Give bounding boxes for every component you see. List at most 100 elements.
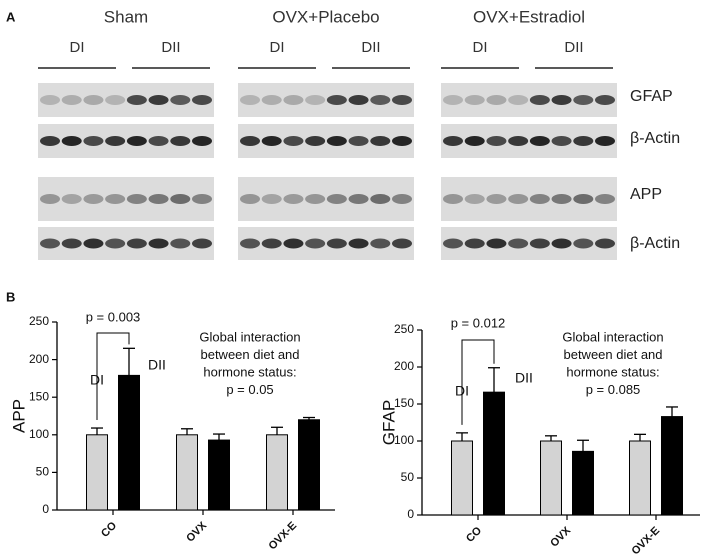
- blot-band: [105, 238, 126, 249]
- blot-band: [370, 194, 391, 204]
- y-tick-label: 0: [42, 502, 49, 516]
- blot-band: [392, 238, 412, 249]
- y-tick-label: 100: [29, 427, 49, 441]
- series-label: DII: [515, 370, 533, 386]
- blot-band: [105, 194, 126, 204]
- subgroup-label: DI: [473, 39, 488, 56]
- blot-band: [261, 238, 282, 249]
- blot-band: [240, 238, 260, 249]
- blot-band: [392, 136, 412, 146]
- blot-band: [83, 238, 104, 249]
- blot-band: [192, 238, 212, 249]
- blot-band: [529, 238, 550, 249]
- bar: [266, 434, 288, 511]
- subgroup-label: DI: [70, 39, 85, 56]
- annotation: p = 0.05: [226, 382, 273, 397]
- x-tick-label: CO: [99, 519, 119, 539]
- significance-bracket: [96, 332, 130, 421]
- row-label: APP: [630, 186, 662, 203]
- bar: [176, 434, 198, 511]
- blot-band: [126, 136, 147, 146]
- blot-band: [551, 95, 572, 105]
- y-axis-label: APP: [9, 399, 28, 433]
- blot-band: [348, 95, 369, 105]
- blot-band: [283, 95, 304, 105]
- blot-band: [61, 136, 82, 146]
- blot-band: [392, 194, 412, 204]
- blot-band: [370, 238, 391, 249]
- annotation: between diet and: [200, 347, 299, 362]
- blot-band: [240, 194, 260, 204]
- blot-band: [508, 194, 529, 204]
- blot-band: [170, 136, 191, 146]
- blot-band: [443, 95, 463, 105]
- blot-band: [508, 95, 529, 105]
- annotation: between diet and: [563, 347, 662, 362]
- y-tick-label: 50: [36, 465, 50, 479]
- blot-band: [305, 194, 326, 204]
- blot-band: [348, 136, 369, 146]
- blot-band: [486, 136, 507, 146]
- blot-band: [148, 95, 169, 105]
- series-label: DII: [148, 357, 166, 373]
- blot-band: [105, 95, 126, 105]
- blot-band: [573, 95, 594, 105]
- bar: [208, 439, 230, 511]
- blot-band: [551, 238, 572, 249]
- bar: [118, 374, 140, 511]
- blot-band: [283, 238, 304, 249]
- blot-band: [192, 95, 212, 105]
- blot-band: [326, 136, 347, 146]
- panel-label: B: [6, 289, 15, 304]
- bar: [451, 440, 473, 516]
- blot-band: [105, 136, 126, 146]
- bar: [629, 440, 651, 516]
- annotation: Global interaction: [562, 329, 663, 344]
- blot-band: [595, 95, 615, 105]
- blot-band: [573, 238, 594, 249]
- blot-band: [486, 95, 507, 105]
- blot-band: [283, 136, 304, 146]
- subgroup-label: DII: [361, 39, 380, 56]
- blot-band: [192, 194, 212, 204]
- blot-band: [370, 136, 391, 146]
- blot-band: [529, 136, 550, 146]
- blot-band: [261, 194, 282, 204]
- y-tick-label: 200: [29, 352, 49, 366]
- bar: [483, 391, 505, 516]
- bar: [572, 450, 594, 516]
- blot-band: [443, 238, 463, 249]
- x-tick-label: OVX-E: [266, 520, 299, 553]
- blot-band: [61, 238, 82, 249]
- blot-band: [261, 95, 282, 105]
- x-tick-label: CO: [464, 524, 484, 544]
- blot-band: [170, 238, 191, 249]
- y-tick-label: 0: [407, 507, 414, 521]
- blot-band: [40, 136, 60, 146]
- blot-band: [486, 194, 507, 204]
- panel-label: A: [6, 9, 16, 24]
- x-tick-label: OVX: [184, 519, 209, 544]
- row-label: GFAP: [630, 88, 673, 105]
- blot-band: [305, 136, 326, 146]
- blot-panel: Sham DI DII OVX+Placebo DI DII OVX+Estradiol DI…: [38, 7, 680, 260]
- blot-band: [148, 136, 169, 146]
- group-label: OVX+Estradiol: [473, 7, 585, 26]
- blot-band: [326, 238, 347, 249]
- blot-band: [464, 194, 485, 204]
- blot-band: [595, 136, 615, 146]
- blot-band: [573, 136, 594, 146]
- blot-band: [595, 238, 615, 249]
- group-label: OVX+Placebo: [272, 7, 379, 26]
- bar: [86, 434, 108, 511]
- blot-band: [148, 238, 169, 249]
- group-label: Sham: [104, 7, 148, 26]
- subgroup-label: DII: [161, 39, 180, 56]
- blot-band: [240, 95, 260, 105]
- significance-bracket: [461, 339, 495, 425]
- blot-band: [126, 238, 147, 249]
- blot-band: [595, 194, 615, 204]
- x-tick-label: OVX: [548, 524, 573, 549]
